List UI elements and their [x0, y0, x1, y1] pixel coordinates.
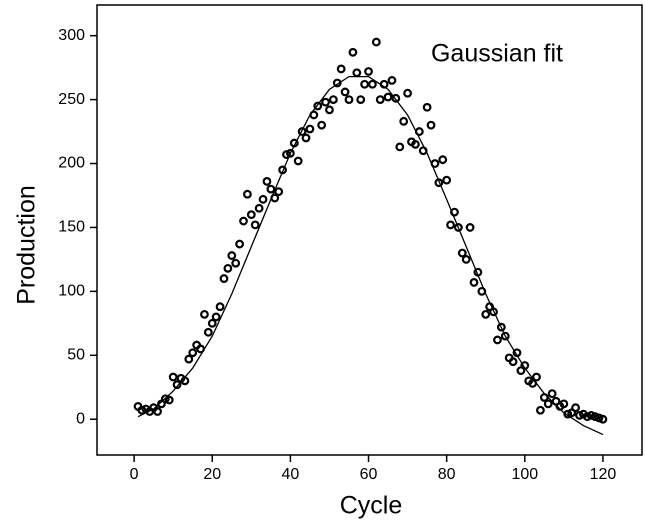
point — [496, 322, 506, 332]
point — [403, 88, 412, 98]
point — [313, 101, 323, 111]
point — [461, 255, 471, 264]
point — [172, 380, 182, 390]
point — [543, 399, 553, 409]
point — [297, 127, 307, 136]
point — [184, 354, 194, 364]
point — [164, 395, 174, 405]
y-axis-label: Production — [13, 185, 41, 305]
point — [336, 64, 346, 74]
point — [571, 403, 580, 413]
y-tick-label: 250 — [58, 91, 85, 108]
point — [375, 95, 385, 105]
point — [387, 76, 397, 85]
point — [235, 239, 244, 249]
point — [223, 263, 233, 273]
point — [446, 220, 455, 230]
point — [215, 302, 225, 312]
point — [153, 407, 162, 416]
annotation: Gaussian fit — [431, 40, 563, 68]
point — [266, 184, 276, 194]
point — [274, 187, 284, 197]
point — [438, 155, 448, 165]
y-tick-label: 150 — [58, 219, 85, 236]
point — [328, 95, 338, 105]
point — [203, 327, 213, 337]
x-tick-label: 20 — [203, 466, 221, 483]
point — [321, 97, 330, 107]
point — [395, 142, 405, 152]
y-tick-label: 300 — [58, 27, 85, 44]
point — [325, 105, 334, 115]
x-axis-label: Cycle — [340, 492, 403, 520]
y-tick-label: 50 — [67, 347, 85, 364]
point — [532, 372, 541, 382]
y-tick-label: 0 — [76, 410, 85, 427]
point — [305, 124, 315, 134]
point — [411, 139, 420, 149]
point — [422, 102, 432, 112]
point — [453, 223, 463, 232]
point — [559, 399, 569, 409]
point — [489, 307, 498, 317]
point — [391, 93, 401, 103]
point — [231, 258, 241, 268]
point — [254, 203, 264, 213]
point — [352, 68, 362, 78]
point — [227, 251, 237, 260]
point — [465, 223, 475, 232]
point — [207, 318, 217, 328]
point — [360, 79, 370, 89]
point — [364, 67, 373, 76]
point — [383, 92, 393, 102]
point — [250, 220, 260, 230]
point — [508, 357, 518, 367]
point — [547, 389, 557, 399]
point — [200, 309, 209, 319]
point — [239, 216, 248, 226]
point — [536, 405, 545, 415]
point — [188, 348, 198, 358]
plot-frame — [96, 4, 643, 456]
y-tick-label: 100 — [58, 283, 85, 300]
point — [344, 95, 354, 105]
point — [258, 194, 268, 204]
fit-line — [137, 75, 604, 436]
point — [243, 189, 252, 199]
point — [399, 116, 409, 126]
point — [450, 207, 459, 217]
point — [469, 278, 479, 287]
point — [371, 37, 381, 47]
point — [168, 372, 178, 382]
x-tick-label: 80 — [438, 466, 456, 483]
point — [598, 414, 608, 424]
point — [481, 309, 491, 319]
point — [493, 335, 502, 345]
point — [293, 156, 303, 166]
point — [332, 78, 342, 88]
point — [262, 177, 272, 186]
point — [356, 95, 366, 105]
point — [426, 120, 436, 130]
point — [457, 248, 467, 258]
point — [317, 120, 327, 130]
x-tick-label: 100 — [511, 466, 538, 483]
point — [442, 175, 452, 185]
point — [246, 210, 256, 220]
x-tick-label: 0 — [130, 466, 139, 483]
point — [285, 148, 295, 158]
point — [211, 312, 221, 322]
x-tick-label: 120 — [590, 466, 617, 483]
point — [348, 47, 358, 57]
point — [368, 79, 377, 89]
point — [500, 331, 510, 341]
x-tick-label: 60 — [360, 466, 378, 483]
point — [301, 133, 311, 143]
point — [340, 87, 350, 97]
y-tick-label: 200 — [58, 155, 85, 172]
point — [219, 274, 229, 283]
x-tick-label: 40 — [281, 466, 299, 483]
